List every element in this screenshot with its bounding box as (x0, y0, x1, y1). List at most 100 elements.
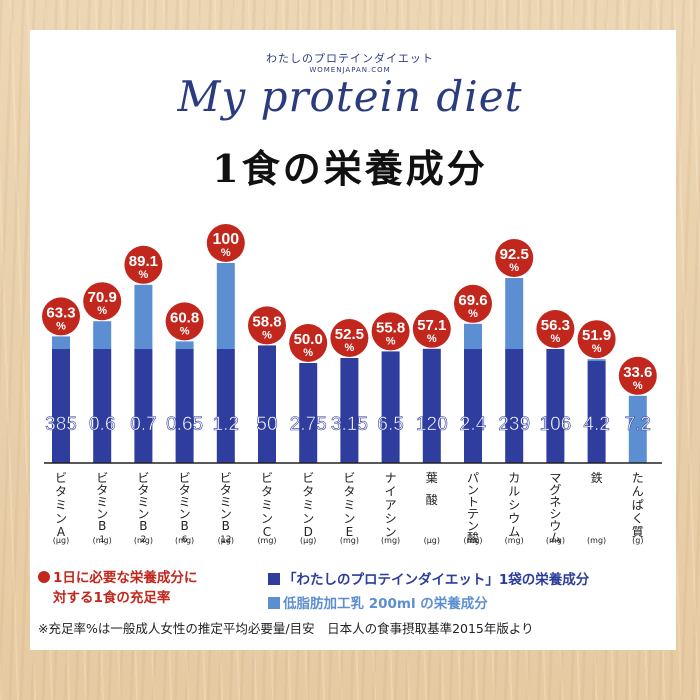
category-label: 6 (182, 535, 188, 545)
rate-badge (289, 324, 328, 362)
bar-light (93, 321, 112, 349)
legend-dark-label: 「わたしのプロテインダイエット」1袋の栄養成分 (283, 572, 590, 588)
rate-badge-percent: % (262, 329, 272, 341)
legend-light-label: 低脂肪加工乳 200ml の栄養成分 (283, 596, 488, 612)
rate-badge (495, 239, 534, 277)
legend-rate: 1日に必要な栄養成分に 対する1食の充足率 (38, 568, 197, 608)
brand-logo-title: My protein diet (177, 72, 523, 121)
amount-label: 6.5 (377, 414, 403, 435)
category-label: ミ (55, 498, 67, 512)
category-label: B (139, 519, 147, 533)
bar-dark (422, 348, 441, 463)
category-label: ン (137, 507, 149, 521)
unit-label: (g) (632, 536, 643, 545)
rate-badge-value: 60.8 (170, 309, 199, 326)
unit-label: (mg) (381, 536, 400, 545)
amount-label: 50 (256, 414, 277, 435)
footnote: ※充足率%は一般成人女性の推定平均必要量/目安 日本人の食事摂取基準2015年版… (38, 621, 534, 636)
dark-square-icon (268, 573, 280, 585)
bar-dark (93, 349, 112, 463)
rate-badge-percent: % (468, 308, 478, 320)
rate-badge (206, 224, 245, 262)
category-label: ミ (261, 498, 273, 512)
bar-dark (175, 349, 194, 463)
category-label: A (57, 525, 66, 539)
category-label: ぱ (632, 498, 644, 512)
legend-rate-line1: 1日に必要な栄養成分に (53, 570, 198, 586)
category-label: ル (508, 485, 520, 499)
rate-badge-percent: % (345, 342, 355, 354)
rate-badge (536, 310, 575, 348)
category-label: 12 (220, 535, 231, 545)
amount-label: 2.75 (290, 414, 327, 435)
rate-badge-value: 51.9 (582, 327, 611, 344)
legend-dark: 「わたしのプロテインダイエット」1袋の栄養成分 (268, 568, 589, 588)
category-label: ビ (55, 471, 67, 485)
category-label: ビ (302, 471, 314, 485)
brand-url: WOMENJAPAN.COM (309, 66, 391, 74)
category-label: ン (467, 519, 479, 533)
category-label: タ (261, 485, 273, 499)
amount-label: 239 (498, 414, 530, 435)
category-label: ン (96, 507, 108, 521)
category-label: ミ (96, 495, 108, 509)
amount-label: 3.15 (331, 414, 368, 435)
bar-dark (340, 358, 359, 463)
category-label: ン (467, 483, 479, 497)
rate-badge-percent: % (56, 320, 66, 332)
category-label: E (346, 525, 354, 539)
rate-badge (165, 302, 204, 341)
category-label: ナ (385, 471, 397, 485)
category-label: ビ (137, 471, 149, 485)
category-label: 2 (141, 535, 147, 545)
rate-badge-percent: % (427, 333, 437, 345)
category-label: 葉 (426, 471, 438, 485)
light-square-icon (268, 597, 280, 609)
category-label: ン (55, 512, 67, 526)
bar-light (505, 278, 524, 349)
category-label: ウ (549, 519, 561, 533)
rate-badge (330, 319, 369, 357)
category-label: タ (302, 485, 314, 499)
rate-badge-value: 63.3 (46, 304, 75, 321)
category-label: ミ (343, 498, 355, 512)
unit-label: (mg) (546, 536, 565, 545)
bar-dark (546, 349, 565, 463)
rate-badge-value: 52.5 (335, 326, 364, 343)
category-label: た (632, 471, 644, 485)
category-label: テ (467, 507, 479, 521)
category-label: マ (549, 471, 561, 485)
rate-badge (83, 282, 122, 321)
category-label: B (98, 519, 106, 533)
rate-badge-percent: % (303, 347, 313, 359)
bar-dark (258, 345, 276, 463)
rate-badge-percent: % (633, 380, 643, 392)
category-label: カ (508, 471, 520, 485)
bar-light (134, 284, 153, 349)
rate-badge (412, 309, 451, 348)
category-label: グ (549, 483, 561, 497)
category-label: 酸 (467, 530, 479, 545)
red-circle-icon (38, 571, 50, 583)
unit-label: (mg) (257, 536, 276, 545)
amount-label: 7.2 (625, 414, 651, 435)
category-label: ン (385, 525, 397, 539)
unit-label: (mg) (505, 536, 524, 545)
rate-badge (454, 284, 492, 323)
rate-badge (618, 356, 657, 395)
bar-light (216, 263, 235, 349)
category-label: タ (55, 485, 67, 499)
category-label: ン (179, 507, 191, 521)
category-label: パ (467, 471, 479, 485)
rate-badge-value: 56.3 (541, 317, 570, 334)
category-label: ビ (179, 471, 191, 485)
amount-label: 4.2 (583, 414, 609, 435)
category-label: ビ (343, 471, 355, 485)
category-label: く (632, 512, 644, 526)
category-label: ネ (549, 495, 561, 509)
bar-light (587, 359, 606, 361)
amount-label: 1.2 (213, 414, 239, 435)
rate-badge-percent: % (592, 343, 602, 355)
category-label: ム (508, 525, 520, 539)
rate-badge-percent: % (386, 335, 396, 347)
